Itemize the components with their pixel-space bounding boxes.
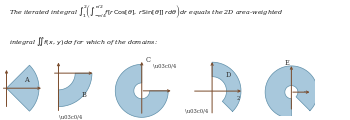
Text: E: E xyxy=(285,59,290,67)
Text: D: D xyxy=(225,71,231,79)
Polygon shape xyxy=(58,73,92,107)
Text: integral $\iint f(x,\,y)\,d\sigma$ for which of the domains:: integral $\iint f(x,\,y)\,d\sigma$ for w… xyxy=(9,36,158,48)
Text: -: - xyxy=(304,90,305,95)
Polygon shape xyxy=(115,64,168,117)
Polygon shape xyxy=(212,62,241,111)
Text: C: C xyxy=(146,56,151,64)
Text: A: A xyxy=(24,76,28,84)
Text: The iterated integral $\int_1^2\!\left(\int_{-\pi/4}^{\pi/2}f[r\,\mathrm{Cos}[\t: The iterated integral $\int_1^2\!\left(\… xyxy=(9,3,283,20)
Text: \u03c0/4: \u03c0/4 xyxy=(153,63,176,68)
Text: \u03c0/4: \u03c0/4 xyxy=(184,109,208,114)
Text: \u03c0/4: \u03c0/4 xyxy=(58,114,82,119)
Text: 2: 2 xyxy=(236,96,240,101)
Text: B: B xyxy=(81,91,86,99)
Polygon shape xyxy=(7,65,39,111)
Polygon shape xyxy=(265,66,317,118)
